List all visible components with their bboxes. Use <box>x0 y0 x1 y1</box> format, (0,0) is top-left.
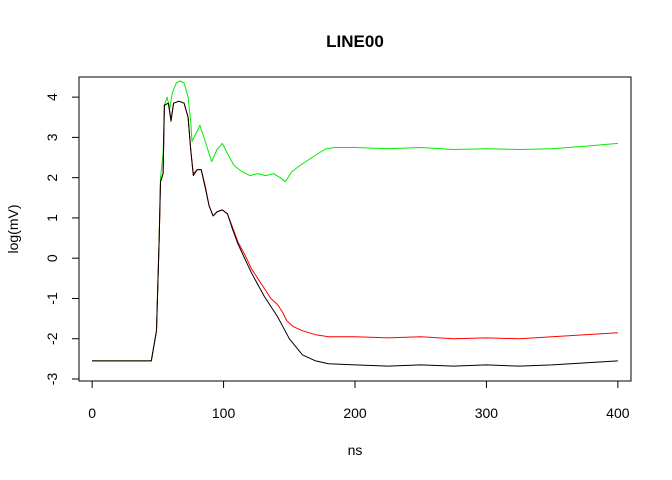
y-axis-label: log(mV) <box>5 204 21 253</box>
x-tick-label-2: 200 <box>343 405 367 421</box>
x-tick-label-0: 0 <box>88 405 96 421</box>
y-tick-label-6: 3 <box>44 133 60 141</box>
y-tick-label-1: -2 <box>44 332 60 345</box>
y-tick-label-0: -3 <box>44 373 60 386</box>
x-tick-label-4: 400 <box>606 405 630 421</box>
x-axis: 0 100 200 300 400 <box>88 380 630 421</box>
series-layer <box>92 80 618 367</box>
y-tick-label-7: 4 <box>44 93 60 101</box>
series-line-0 <box>92 80 618 362</box>
y-axis: -3 -2 -1 0 1 2 3 4 <box>44 93 80 386</box>
chart-title: LINE00 <box>326 32 384 51</box>
y-tick-label-5: 2 <box>44 174 60 182</box>
series-line-2 <box>92 100 618 367</box>
x-axis-label: ns <box>348 442 363 458</box>
y-tick-label-2: -1 <box>44 292 60 305</box>
x-tick-label-3: 300 <box>475 405 499 421</box>
y-tick-label-4: 1 <box>44 214 60 222</box>
x-tick-label-1: 100 <box>212 405 236 421</box>
series-line-1 <box>92 100 618 362</box>
y-tick-label-3: 0 <box>44 254 60 262</box>
plot-frame <box>78 76 632 382</box>
